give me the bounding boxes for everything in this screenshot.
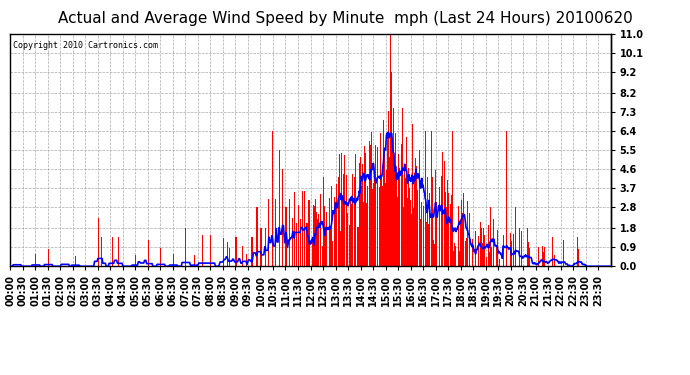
Text: Copyright 2010 Cartronics.com: Copyright 2010 Cartronics.com bbox=[13, 41, 158, 50]
Text: Actual and Average Wind Speed by Minute  mph (Last 24 Hours) 20100620: Actual and Average Wind Speed by Minute … bbox=[58, 11, 632, 26]
